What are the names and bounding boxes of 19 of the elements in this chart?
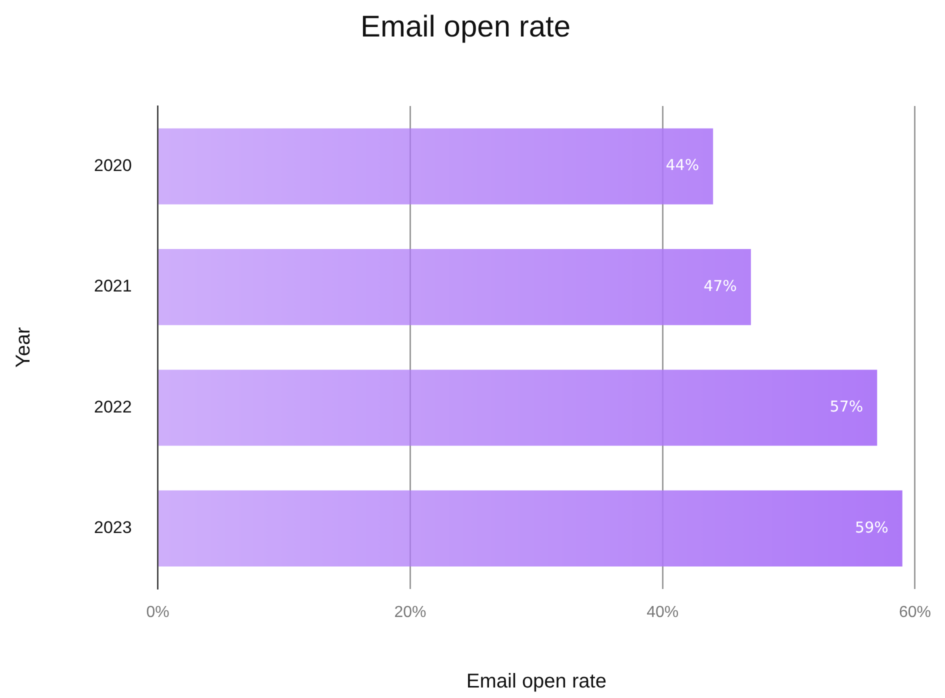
- y-tick-label: 2021: [94, 276, 132, 296]
- bar: [158, 249, 751, 326]
- x-tick-label: 20%: [394, 604, 426, 621]
- data-label: 59%: [855, 518, 888, 536]
- y-tick-label: 2023: [94, 518, 132, 538]
- bar: [158, 128, 714, 204]
- data-label: 57%: [830, 398, 864, 416]
- x-tick-label: 40%: [646, 604, 679, 621]
- y-axis-title: Year: [12, 326, 35, 368]
- y-tick-label: 2022: [94, 397, 132, 416]
- y-tick-label: 2020: [94, 156, 132, 176]
- bar: [158, 370, 878, 446]
- data-label: 47%: [704, 276, 737, 295]
- bar: [158, 490, 902, 566]
- data-label: 44%: [666, 156, 700, 174]
- x-tick-label: 60%: [898, 604, 932, 621]
- x-axis-title: Email open rate: [466, 670, 606, 693]
- chart-title: Email open rate: [360, 10, 571, 44]
- x-tick-label: 0%: [146, 604, 170, 621]
